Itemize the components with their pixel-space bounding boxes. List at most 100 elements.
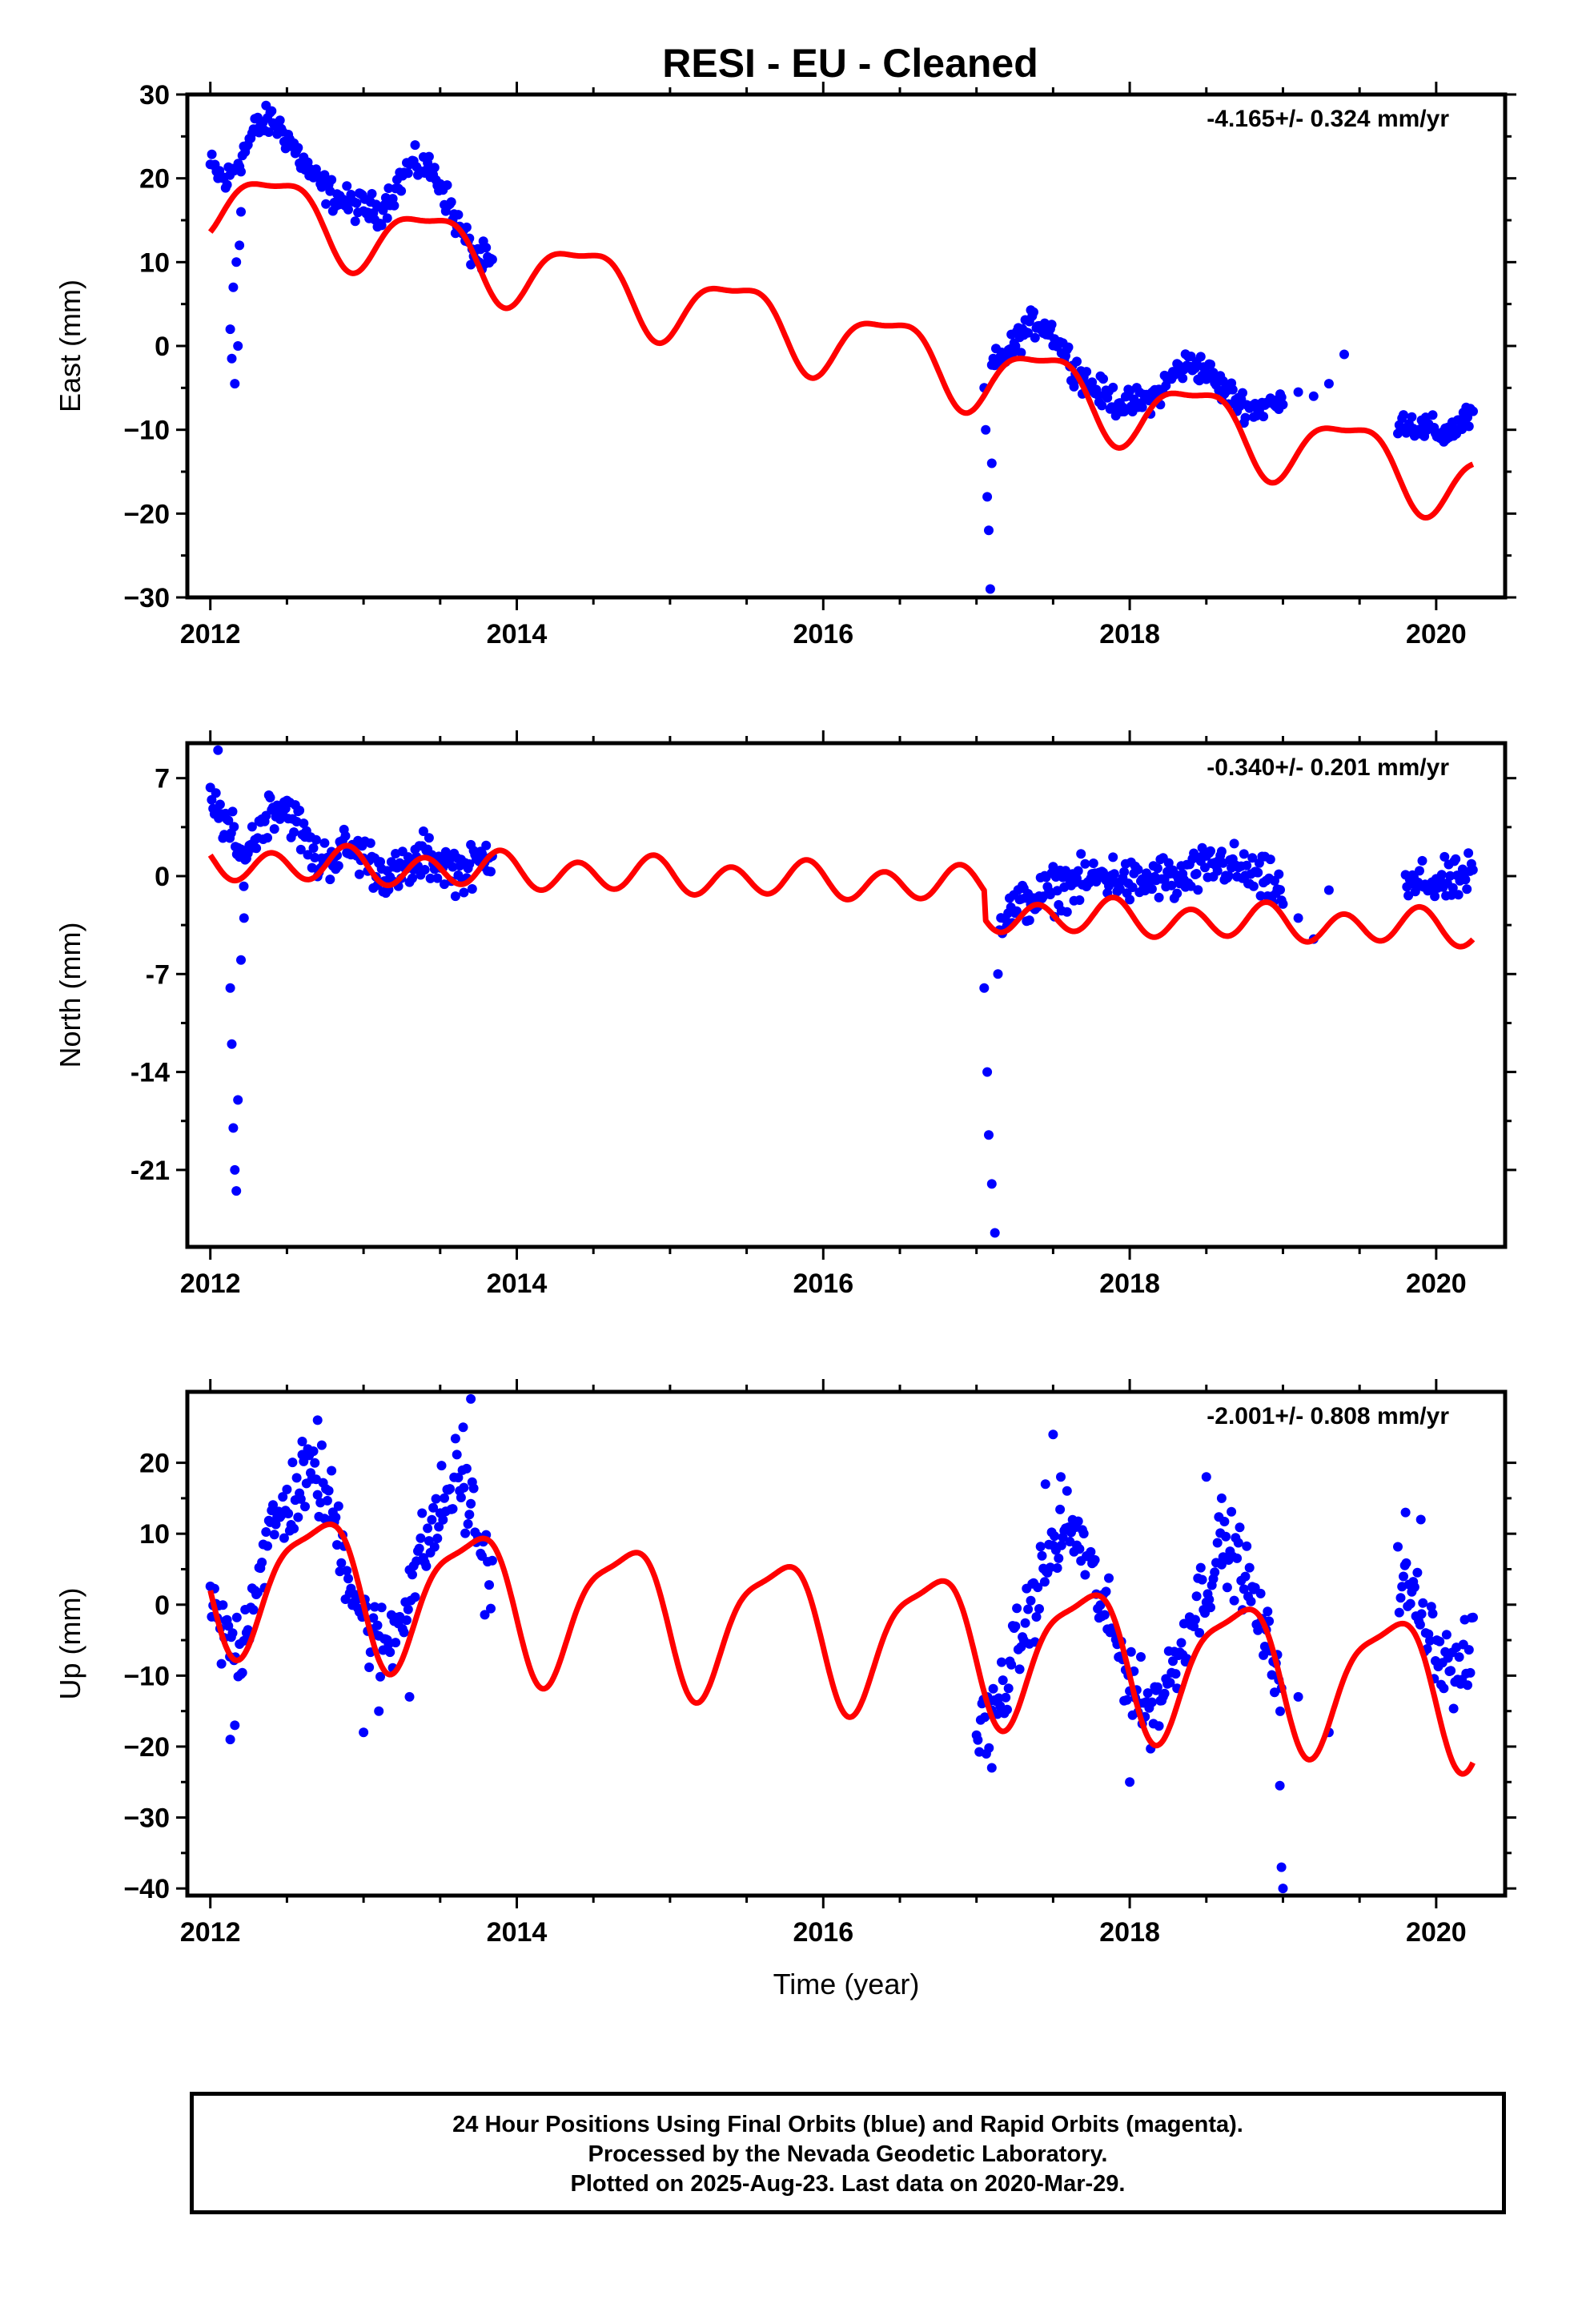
data-point <box>1409 1582 1419 1592</box>
data-point <box>1210 1567 1220 1578</box>
data-point <box>1108 852 1118 862</box>
data-point <box>385 1647 396 1658</box>
y-axis-label: Up (mm) <box>54 1588 86 1700</box>
data-point <box>1099 1610 1110 1620</box>
data-point <box>434 1522 444 1532</box>
data-point <box>1465 1667 1476 1678</box>
model-curve-east <box>207 181 1475 521</box>
data-point <box>243 1625 253 1635</box>
data-point <box>445 1484 455 1494</box>
data-point <box>973 1735 983 1745</box>
data-point <box>1278 1884 1288 1894</box>
x-tick-label: 2018 <box>1099 619 1160 649</box>
data-point <box>1165 1678 1175 1688</box>
y-tick-label: −10 <box>123 416 170 446</box>
data-point <box>211 788 221 798</box>
x-tick-label: 2012 <box>180 619 241 649</box>
data-point <box>1080 1570 1090 1580</box>
data-point <box>227 353 237 364</box>
data-point <box>988 1683 998 1694</box>
panel-east: 2012 2014 2016 2018 2020 30 20 10 0 −10 −20 −30 East… <box>54 80 1516 649</box>
data-point <box>300 1502 310 1512</box>
data-point <box>383 183 394 193</box>
data-point <box>1076 849 1086 859</box>
data-point <box>1056 1540 1066 1550</box>
data-point <box>1427 410 1438 420</box>
data-point <box>389 200 400 211</box>
rate-annotation: -4.165+/- 0.324 mm/yr <box>1207 106 1449 132</box>
data-point <box>1114 884 1125 895</box>
rate-annotation: -2.001+/- 0.808 mm/yr <box>1207 1403 1449 1429</box>
data-point <box>287 1458 298 1468</box>
data-point <box>458 1422 468 1433</box>
data-point <box>316 1440 327 1450</box>
data-point <box>1206 360 1215 370</box>
data-point <box>1439 851 1450 862</box>
data-point <box>486 1603 496 1614</box>
data-point <box>282 1484 292 1494</box>
data-point <box>1255 891 1266 901</box>
data-point <box>1323 379 1334 389</box>
data-point <box>223 1621 234 1631</box>
data-point <box>1073 1516 1083 1526</box>
data-point <box>1216 1493 1227 1503</box>
data-point <box>1276 1862 1287 1872</box>
data-point <box>1078 1529 1089 1538</box>
data-point <box>342 181 352 191</box>
x-tick-label: 2016 <box>793 1917 853 1948</box>
data-point <box>1080 858 1090 869</box>
data-point <box>1152 1682 1162 1692</box>
x-tick-label: 2014 <box>487 1269 548 1299</box>
data-point <box>340 830 351 841</box>
data-point <box>354 869 364 879</box>
data-point <box>1248 881 1259 891</box>
data-point <box>251 843 262 854</box>
data-point <box>239 913 249 923</box>
data-point <box>1339 349 1349 360</box>
data-point <box>1052 1563 1062 1573</box>
data-point <box>1010 341 1021 352</box>
data-point <box>1242 1541 1252 1551</box>
data-point <box>289 1523 299 1534</box>
data-point <box>295 844 306 854</box>
data-point <box>997 1657 1006 1667</box>
y-tick-label: 0 <box>155 862 170 892</box>
data-point <box>310 1458 320 1468</box>
data-point <box>1206 846 1215 856</box>
panel-up: 2012 2014 2016 2018 202020100−10−20−30−40Up … <box>54 1379 1516 2000</box>
data-point <box>1276 392 1287 403</box>
data-point <box>984 1130 994 1140</box>
data-point <box>1415 1619 1425 1630</box>
data-point <box>440 1493 449 1503</box>
data-point <box>428 1502 439 1513</box>
data-point <box>1464 848 1474 858</box>
data-point <box>481 243 492 253</box>
data-point <box>215 799 225 810</box>
y-tick-label: 0 <box>155 1590 170 1621</box>
data-point <box>414 1543 424 1554</box>
data-point <box>466 1498 476 1509</box>
data-point <box>1259 1650 1269 1660</box>
x-tick-label: 2016 <box>793 1269 853 1299</box>
x-tick-label: 2020 <box>1406 1917 1467 1948</box>
data-point <box>420 865 430 875</box>
data-point <box>327 175 337 185</box>
data-point <box>1136 1652 1146 1662</box>
panels-group: 2012 2014 2016 2018 2020 30 20 10 0 −10 −20 −30 East… <box>54 80 1516 2000</box>
data-point <box>391 1638 401 1648</box>
data-point <box>231 1186 242 1196</box>
data-point <box>263 833 272 843</box>
data-point <box>1204 1594 1215 1605</box>
x-tick-label: 2020 <box>1406 1269 1467 1299</box>
data-point <box>427 1514 437 1525</box>
data-point <box>1108 382 1118 392</box>
data-point <box>436 1461 447 1471</box>
data-point <box>992 1709 1002 1719</box>
data-point <box>269 824 279 834</box>
data-point <box>1293 387 1303 397</box>
data-point <box>376 220 387 231</box>
data-point <box>239 881 249 891</box>
data-point <box>1399 410 1408 420</box>
data-point <box>372 1620 383 1630</box>
